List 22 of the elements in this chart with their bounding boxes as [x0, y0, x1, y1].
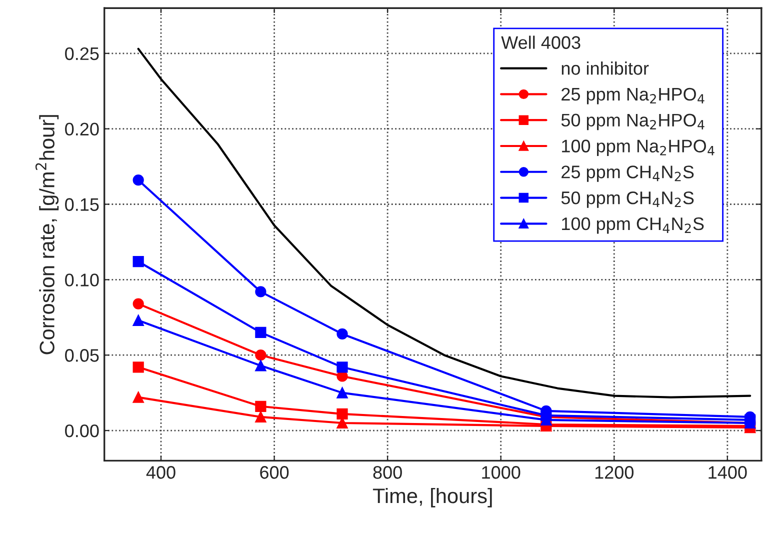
y-axis-title: Corrosion rate, [g/m$^{2}$hour] — [35, 115, 59, 354]
x-tick-label: 1000 — [482, 466, 520, 479]
x-tick-label: 1200 — [595, 466, 634, 479]
x-tick-label: 400 — [146, 466, 176, 479]
legend-label: 25 ppm CH$_{4}$N$_{2}$S — [562, 166, 694, 182]
legend-label: 25 ppm Na$_{2}$HPO$_{4}$ — [562, 88, 704, 104]
x-tick-label: 800 — [373, 466, 402, 479]
legend-title: Well 4003 — [501, 36, 580, 49]
x-tick-label: 1400 — [708, 466, 747, 479]
legend-label: 100 ppm Na$_{2}$HPO$_{4}$ — [562, 140, 714, 156]
x-tick-label: 600 — [260, 466, 289, 479]
y-tick-label: 0.25 — [65, 47, 99, 60]
x-axis-title: Time, [hours] — [372, 488, 492, 508]
y-tick-label: 0.00 — [65, 424, 99, 438]
legend-label: 50 ppm Na$_{2}$HPO$_{4}$ — [561, 114, 704, 130]
y-tick-label: 0.20 — [65, 122, 99, 136]
y-tick-label: 0.15 — [65, 198, 99, 211]
y-tick-label: 0.10 — [65, 274, 99, 286]
legend-label: 50 ppm CH$_{4}$N$_{2}$S — [561, 191, 694, 208]
y-tick-label: 0.05 — [65, 349, 99, 362]
legend-label: no inhibitor — [562, 62, 649, 75]
legend-label: 100 ppm CH$_{4}$N$_{2}$S — [562, 217, 704, 234]
